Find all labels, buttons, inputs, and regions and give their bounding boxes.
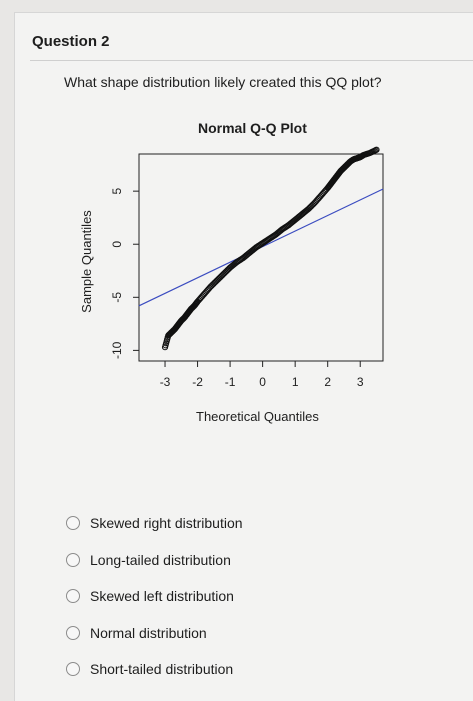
radio-button[interactable] xyxy=(66,662,80,677)
question-header: Question 2 xyxy=(32,33,110,50)
x-axis-label: Theoretical Quantiles xyxy=(196,409,319,424)
y-tick-label: 0 xyxy=(110,241,124,248)
option-label: Skewed right distribution xyxy=(90,515,243,532)
data-point xyxy=(373,146,380,153)
x-tick-label: 1 xyxy=(292,375,299,389)
option-label: Long-tailed distribution xyxy=(90,551,231,568)
x-tick-label: -1 xyxy=(225,375,236,389)
option-long-tailed[interactable]: Long-tailed distribution xyxy=(66,542,243,579)
y-axis-label: Sample Quantiles xyxy=(79,210,94,313)
x-tick-label: 0 xyxy=(259,375,266,389)
option-skewed-right[interactable]: Skewed right distribution xyxy=(66,505,243,542)
y-tick-label: 5 xyxy=(110,187,124,194)
option-label: Skewed left distribution xyxy=(90,588,234,605)
option-label: Short-tailed distribution xyxy=(90,661,234,678)
answer-options: Skewed right distribution Long-tailed di… xyxy=(66,505,243,688)
header-divider xyxy=(30,60,473,61)
x-tick-label: -3 xyxy=(160,375,171,389)
option-short-tailed[interactable]: Short-tailed distribution xyxy=(66,651,243,688)
option-normal[interactable]: Normal distribution xyxy=(66,615,243,652)
radio-button[interactable] xyxy=(66,589,80,604)
y-tick-label: -10 xyxy=(110,341,124,359)
option-skewed-left[interactable]: Skewed left distribution xyxy=(66,578,243,615)
radio-button[interactable] xyxy=(66,516,80,531)
plot-title: Normal Q-Q Plot xyxy=(198,120,307,136)
radio-button[interactable] xyxy=(66,552,80,567)
x-tick-label: 3 xyxy=(357,375,364,389)
plot-frame xyxy=(138,153,384,362)
option-label: Normal distribution xyxy=(90,624,207,641)
question-text: What shape distribution likely created t… xyxy=(64,74,382,90)
question-card xyxy=(14,12,473,701)
radio-button[interactable] xyxy=(66,625,80,640)
y-tick-label: -5 xyxy=(110,292,124,303)
x-tick-label: 2 xyxy=(324,375,331,389)
x-tick-label: -2 xyxy=(192,375,203,389)
